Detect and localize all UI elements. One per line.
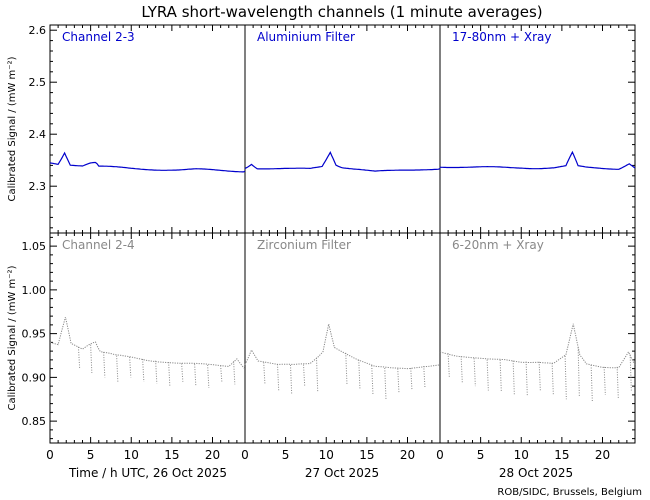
series-dip — [460, 356, 463, 384]
panel-label: 17-80nm + Xray — [452, 30, 551, 44]
panel-frame — [244, 232, 441, 444]
y-tick-label: 0.90 — [22, 371, 47, 384]
x-axis-label: 28 Oct 2025 — [499, 466, 573, 480]
series-dip — [512, 360, 515, 395]
series-dip — [525, 361, 528, 397]
series-dip — [207, 364, 210, 388]
panel-label: Channel 2-4 — [62, 238, 135, 252]
y-tick-label: 0.95 — [22, 328, 47, 341]
series-dip — [142, 359, 145, 382]
series-dip — [116, 355, 119, 382]
panel-label: Channel 2-3 — [62, 30, 135, 44]
x-tick-label: 20 — [205, 448, 220, 462]
x-tick-label: 0 — [46, 448, 54, 462]
series-dip — [629, 354, 632, 391]
series-dip — [371, 365, 374, 395]
series-line-top-day-0 — [49, 151, 246, 173]
series-dip — [90, 344, 93, 374]
series-line-bottom-day-1 — [244, 323, 441, 370]
series-dip — [590, 365, 593, 402]
y-tick-label: 0.85 — [22, 415, 47, 428]
series-dip — [447, 353, 450, 378]
panel-frame — [49, 232, 246, 444]
x-tick-label: 5 — [282, 448, 290, 462]
series-dip — [194, 364, 197, 387]
x-axis-label: Time / h UTC, 26 Oct 2025 — [68, 466, 227, 480]
y-tick-label: 2.5 — [29, 76, 47, 89]
x-tick-label: 0 — [436, 448, 444, 462]
y-tick-label: 2.4 — [29, 128, 47, 141]
series-dip — [538, 361, 541, 391]
y-axis-label: Calibrated Signal / (mW m⁻²) — [7, 265, 18, 410]
series-dip — [384, 367, 387, 400]
series-dip — [345, 352, 348, 385]
series-dip — [168, 362, 171, 387]
x-tick-label: 10 — [124, 448, 139, 462]
series-dip — [577, 347, 580, 397]
panel-frame — [49, 24, 246, 234]
x-tick-label: 20 — [400, 448, 415, 462]
series-line-bottom-day-0 — [49, 316, 246, 370]
series-dip — [423, 365, 426, 388]
series-dip — [397, 368, 400, 394]
series-dip — [499, 359, 502, 393]
x-tick-label: 20 — [595, 448, 610, 462]
x-axis-label: 27 Oct 2025 — [305, 466, 379, 480]
chart-title: LYRA short-wavelength channels (1 minute… — [141, 3, 542, 21]
series-dip — [181, 363, 184, 382]
x-tick-label: 0 — [241, 448, 249, 462]
series-dip — [77, 346, 81, 369]
y-axis-label: Calibrated Signal / (mW m⁻²) — [7, 56, 18, 201]
plot-layer: Channel 2-3 Aluminium Filter 17-80nm + Xra… — [7, 24, 636, 480]
panel-label: Zirconium Filter — [257, 238, 351, 252]
x-tick-label: 15 — [359, 448, 374, 462]
x-tick-label: 10 — [319, 448, 334, 462]
series-dip — [358, 359, 361, 390]
series-dip — [129, 357, 132, 378]
y-tick-label: 1.05 — [22, 240, 47, 253]
series-dip — [316, 357, 319, 392]
series-dip — [263, 362, 266, 384]
panel-frame — [439, 24, 636, 234]
panel-label: 6-20nm + Xray — [452, 238, 544, 252]
x-tick-label: 5 — [87, 448, 95, 462]
x-tick-label: 15 — [554, 448, 569, 462]
panel-frame — [244, 24, 441, 234]
y-tick-label: 1.00 — [22, 284, 47, 297]
series-dip — [233, 361, 236, 385]
series-line-bottom-day-2 — [439, 323, 636, 369]
y-tick-label: 2.3 — [29, 180, 47, 193]
series-dip — [103, 352, 106, 378]
series-dip — [303, 364, 306, 387]
x-tick-label: 15 — [164, 448, 179, 462]
series-dip — [277, 364, 280, 391]
series-dip — [564, 356, 567, 400]
series-dip — [551, 363, 554, 395]
y-tick-label: 2.6 — [29, 24, 47, 37]
panel-frame — [439, 232, 636, 444]
series-dip — [473, 358, 476, 387]
x-tick-label: 10 — [514, 448, 529, 462]
series-line-top-day-1 — [244, 151, 441, 172]
series-dip — [155, 360, 158, 384]
panel-label: Aluminium Filter — [257, 30, 355, 44]
series-dip — [220, 365, 223, 382]
series-line-top-day-2 — [439, 150, 636, 170]
series-dip — [486, 359, 489, 391]
x-tick-label: 5 — [477, 448, 485, 462]
series-dip — [290, 364, 293, 395]
series-dip — [616, 366, 619, 400]
series-dip — [603, 366, 606, 395]
chart-credit: ROB/SIDC, Brussels, Belgium — [497, 487, 642, 498]
series-dip — [410, 368, 413, 391]
